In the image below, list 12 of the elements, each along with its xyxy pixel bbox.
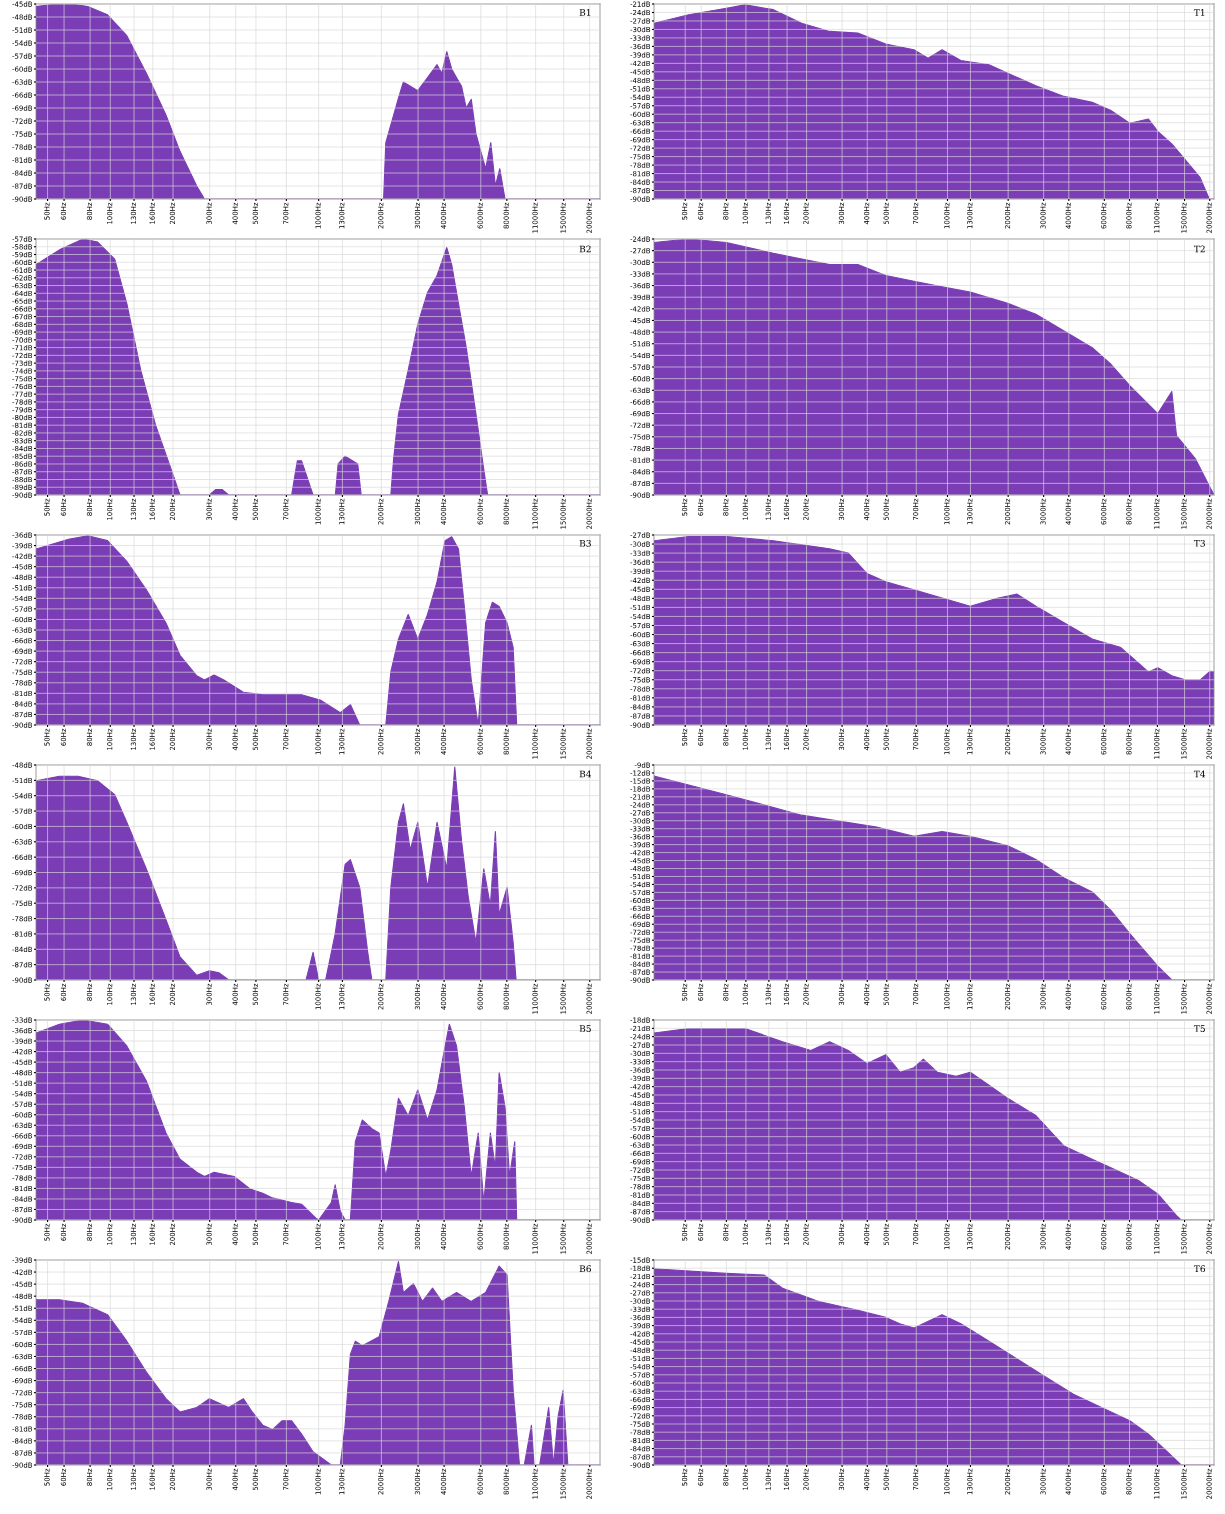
chart-title: B6: [579, 1265, 591, 1273]
chart-title: B4: [579, 770, 592, 778]
text: B2: [579, 245, 591, 253]
chart-title: T4: [1193, 770, 1206, 778]
chart-title: T5: [1193, 1025, 1205, 1032]
chart-title: B1: [579, 9, 591, 16]
chart-title: T1: [1193, 9, 1205, 16]
chart-title: T3: [1193, 539, 1205, 547]
chart-title: T6: [1193, 1265, 1206, 1273]
chart-title: B5: [579, 1025, 591, 1032]
text: T2: [1193, 245, 1205, 253]
chart-title: B3: [579, 539, 591, 547]
